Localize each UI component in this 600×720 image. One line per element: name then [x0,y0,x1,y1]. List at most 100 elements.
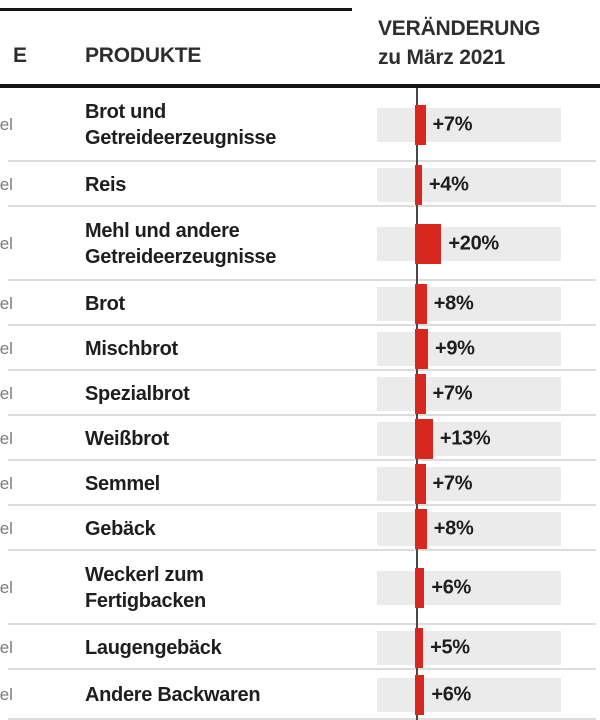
table-row: tel Andere Backwaren +6% [0,670,600,720]
category-fragment-text: tel [0,234,13,253]
product-label: Spezialbrot [85,371,370,416]
category-fragment: tel [0,339,33,359]
bar [415,627,424,668]
bar [415,568,425,608]
category-fragment: tel [0,384,33,404]
product-label-line: Weißbrot [85,427,169,450]
row-divider [8,718,596,720]
product-label: Mehl und andere Getreideerzeugnisse [85,207,370,281]
row-divider [8,205,596,207]
table-row: tel Gebäck +8% [0,506,600,551]
product-label: Weckerl zum Fertigbacken [85,551,370,625]
product-label-line: Weckerl zum [85,564,204,586]
table-body: tel Brot und Getreideerzeugnisse +7% tel Reis… [0,88,600,720]
product-label: Mischbrot [85,326,370,371]
table-row: tel Reis +4% [0,162,600,207]
category-fragment-text: tel [0,428,13,448]
bar [415,283,427,324]
bar-track [377,376,561,411]
col-header-change-line2: zu März 2021 [378,46,506,69]
category-fragment-text: tel [0,637,13,657]
value-label: +20% [448,232,499,255]
category-fragment-text: tel [0,383,13,403]
bar [415,508,427,549]
row-divider [8,459,596,461]
category-fragment: tel [0,115,33,135]
value-label: +6% [431,576,471,599]
table-row: tel Semmel +7% [0,461,600,506]
row-divider [8,504,596,506]
table-row: tel Mischbrot +9% [0,326,600,371]
bar-track [377,108,561,142]
product-label-line: Getreideerzeugnisse [85,246,277,268]
value-label: +8% [433,517,474,539]
category-fragment-text: tel [0,174,13,194]
product-label: Semmel [85,461,370,506]
value-label: +7% [432,113,473,136]
product-label: Brot [85,281,370,326]
bar [415,328,428,369]
product-label-line: Gebäck [85,517,156,540]
category-fragment-text: tel [0,518,13,538]
value-label: +5% [430,636,470,658]
product-label-line: Brot und [85,101,166,123]
category-fragment: tel [0,685,33,705]
product-label-line: Reis [85,173,127,196]
value-label: +7% [432,472,473,494]
table-row: tel Weckerl zum Fertigbacken +6% [0,551,600,625]
category-fragment: tel [0,294,33,314]
table-header: E PRODUKTE VERÄNDERUNG zu März 2021 [0,0,600,88]
product-label-line: Mehl und andere [85,220,240,242]
bar-track [377,286,561,321]
bar [415,463,426,504]
product-label-line: Laugengebäck [85,636,222,659]
value-label: +9% [434,337,475,359]
category-fragment: tel [0,578,33,598]
bar [415,164,422,205]
category-fragment: tel [0,474,33,494]
product-label-line: Spezialbrot [85,382,190,405]
col-header-change: VERÄNDERUNG zu März 2021 [378,14,541,72]
bar-track [377,678,561,712]
product-label-line: Getreideerzeugnisse [85,127,277,149]
bar-track [377,421,561,456]
bar [415,105,426,145]
bar-track [377,331,561,366]
table-row: tel Mehl und andere Getreideerzeugnisse +20… [0,207,600,281]
product-label-line: Mischbrot [85,337,178,360]
bar-track [377,511,561,546]
col-header-category-fragment: E [13,44,27,67]
bar-track [377,571,561,605]
category-fragment: tel [0,175,33,195]
bar-track [377,227,561,261]
product-label: Reis [85,162,370,207]
value-label: +4% [428,173,469,195]
bar-track [377,167,561,202]
row-divider [8,549,596,551]
value-label: +6% [431,683,471,706]
category-fragment-text: tel [0,685,13,704]
product-label-line: Semmel [85,472,160,495]
category-fragment: tel [0,234,33,254]
category-fragment-text: tel [0,473,13,493]
bar [415,373,426,414]
product-label-line: Andere Backwaren [85,684,261,706]
bar [415,224,442,264]
row-divider [8,668,596,670]
product-label: Laugengebäck [85,625,370,670]
table-row: tel Laugengebäck +5% [0,625,600,670]
table-row: tel Brot +8% [0,281,600,326]
category-fragment: tel [0,429,33,449]
product-label: Brot und Getreideerzeugnisse [85,88,370,162]
table-row: tel Spezialbrot +7% [0,371,600,416]
category-fragment-text: tel [0,115,13,134]
row-divider [8,369,596,371]
row-divider [8,414,596,416]
row-divider [8,324,596,326]
value-label: +8% [433,292,474,314]
bar [415,418,433,459]
product-label: Andere Backwaren [85,670,370,720]
bar-track [377,630,561,665]
bar [415,675,425,715]
col-header-change-line1: VERÄNDERUNG [378,17,541,40]
